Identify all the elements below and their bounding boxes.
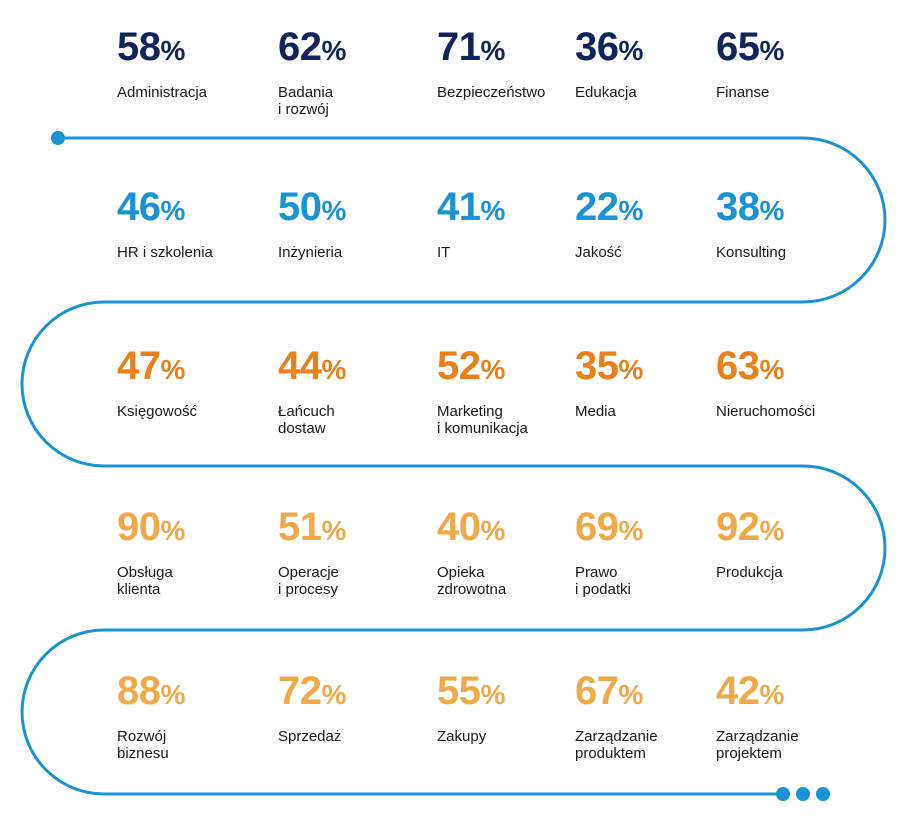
stat-item: 92% Produkcja bbox=[716, 504, 866, 581]
stat-label: Jakość bbox=[575, 244, 622, 261]
stat-row-2: 46% HR i szkolenia 50% Inżynieria 41% IT… bbox=[0, 184, 921, 304]
stat-label: Łańcuch dostaw bbox=[278, 403, 335, 437]
stat-item: 50% Inżynieria bbox=[278, 184, 428, 261]
stat-item: 41% IT bbox=[437, 184, 587, 261]
stat-label: Zarządzanie projektem bbox=[716, 728, 799, 762]
stat-value: 92% bbox=[716, 505, 784, 549]
stat-value: 63% bbox=[716, 344, 784, 388]
path-end-dot-1 bbox=[776, 787, 790, 801]
stat-label: Finanse bbox=[716, 84, 770, 101]
stat-value: 58% bbox=[117, 25, 185, 69]
stat-label: IT bbox=[437, 244, 451, 261]
stat-item: 69% Prawo i podatki bbox=[575, 504, 725, 598]
stat-label: Nieruchomości bbox=[716, 403, 816, 420]
stat-item: 22% Jakość bbox=[575, 184, 725, 261]
stat-item: 52% Marketing i komunikacja bbox=[437, 343, 587, 437]
stat-item: 36% Edukacja bbox=[575, 24, 725, 101]
stat-value: 69% bbox=[575, 505, 643, 549]
stat-value: 51% bbox=[278, 505, 346, 549]
stat-label: Obsługa klienta bbox=[117, 564, 173, 598]
stat-value: 47% bbox=[117, 344, 185, 388]
stat-label: Bezpieczeństwo bbox=[437, 84, 546, 101]
stat-value: 44% bbox=[278, 344, 346, 388]
stat-row-5: 88% Rozwój biznesu 72% Sprzedaż 55% Zaku… bbox=[0, 668, 921, 788]
stat-item: 88% Rozwój biznesu bbox=[117, 668, 267, 762]
stat-item: 38% Konsulting bbox=[716, 184, 866, 261]
stat-value: 52% bbox=[437, 344, 505, 388]
path-start-dot bbox=[51, 131, 65, 145]
stat-row-3: 47% Księgowość 44% Łańcuch dostaw 52% Ma… bbox=[0, 343, 921, 463]
stat-item: 44% Łańcuch dostaw bbox=[278, 343, 428, 437]
stat-value: 62% bbox=[278, 25, 346, 69]
stat-value: 72% bbox=[278, 669, 346, 713]
stat-item: 71% Bezpieczeństwo bbox=[437, 24, 587, 101]
stat-label: Edukacja bbox=[575, 84, 637, 101]
stat-value: 90% bbox=[117, 505, 185, 549]
serpentine-line bbox=[20, 136, 887, 796]
stat-label: Operacje i procesy bbox=[278, 564, 339, 598]
stat-label: Marketing i komunikacja bbox=[437, 403, 528, 437]
stat-value: 22% bbox=[575, 185, 643, 229]
stat-label: HR i szkolenia bbox=[117, 244, 213, 261]
stat-value: 41% bbox=[437, 185, 505, 229]
stat-value: 50% bbox=[278, 185, 346, 229]
stat-value: 42% bbox=[716, 669, 784, 713]
stat-value: 65% bbox=[716, 25, 784, 69]
stat-label: Sprzedaż bbox=[278, 728, 342, 745]
stat-item: 58% Administracja bbox=[117, 24, 267, 101]
stat-item: 47% Księgowość bbox=[117, 343, 267, 420]
stat-label: Rozwój biznesu bbox=[117, 728, 169, 762]
stat-row-4: 90% Obsługa klienta 51% Operacje i proce… bbox=[0, 504, 921, 624]
stat-value: 35% bbox=[575, 344, 643, 388]
stat-value: 71% bbox=[437, 25, 505, 69]
stat-item: 51% Operacje i procesy bbox=[278, 504, 428, 598]
stat-label: Zarządzanie produktem bbox=[575, 728, 658, 762]
stat-value: 88% bbox=[117, 669, 185, 713]
stat-item: 55% Zakupy bbox=[437, 668, 587, 745]
stat-item: 67% Zarządzanie produktem bbox=[575, 668, 725, 762]
path-end-dot-3 bbox=[816, 787, 830, 801]
stat-row-1: 58% Administracja 62% Badania i rozwój 7… bbox=[0, 24, 921, 144]
stat-value: 40% bbox=[437, 505, 505, 549]
stat-label: Opieka zdrowotna bbox=[437, 564, 507, 598]
stat-label: Media bbox=[575, 403, 616, 420]
stat-label: Inżynieria bbox=[278, 244, 343, 261]
stat-label: Księgowość bbox=[117, 403, 198, 420]
stat-item: 42% Zarządzanie projektem bbox=[716, 668, 866, 762]
stat-item: 62% Badania i rozwój bbox=[278, 24, 428, 118]
path-end-dot-2 bbox=[796, 787, 810, 801]
stat-item: 63% Nieruchomości bbox=[716, 343, 866, 420]
stat-item: 40% Opieka zdrowotna bbox=[437, 504, 587, 598]
stat-item: 65% Finanse bbox=[716, 24, 866, 101]
stat-label: Konsulting bbox=[716, 244, 787, 261]
stat-item: 72% Sprzedaż bbox=[278, 668, 428, 745]
stat-item: 35% Media bbox=[575, 343, 725, 420]
stat-label: Produkcja bbox=[716, 564, 783, 581]
stat-label: Prawo i podatki bbox=[575, 564, 631, 598]
stat-value: 38% bbox=[716, 185, 784, 229]
stat-label: Administracja bbox=[117, 84, 208, 101]
stat-value: 55% bbox=[437, 669, 505, 713]
stat-value: 67% bbox=[575, 669, 643, 713]
stat-item: 46% HR i szkolenia bbox=[117, 184, 267, 261]
stat-value: 46% bbox=[117, 185, 185, 229]
stat-item: 90% Obsługa klienta bbox=[117, 504, 267, 598]
stat-label: Zakupy bbox=[437, 728, 487, 745]
stat-value: 36% bbox=[575, 25, 643, 69]
stat-label: Badania i rozwój bbox=[278, 84, 334, 118]
